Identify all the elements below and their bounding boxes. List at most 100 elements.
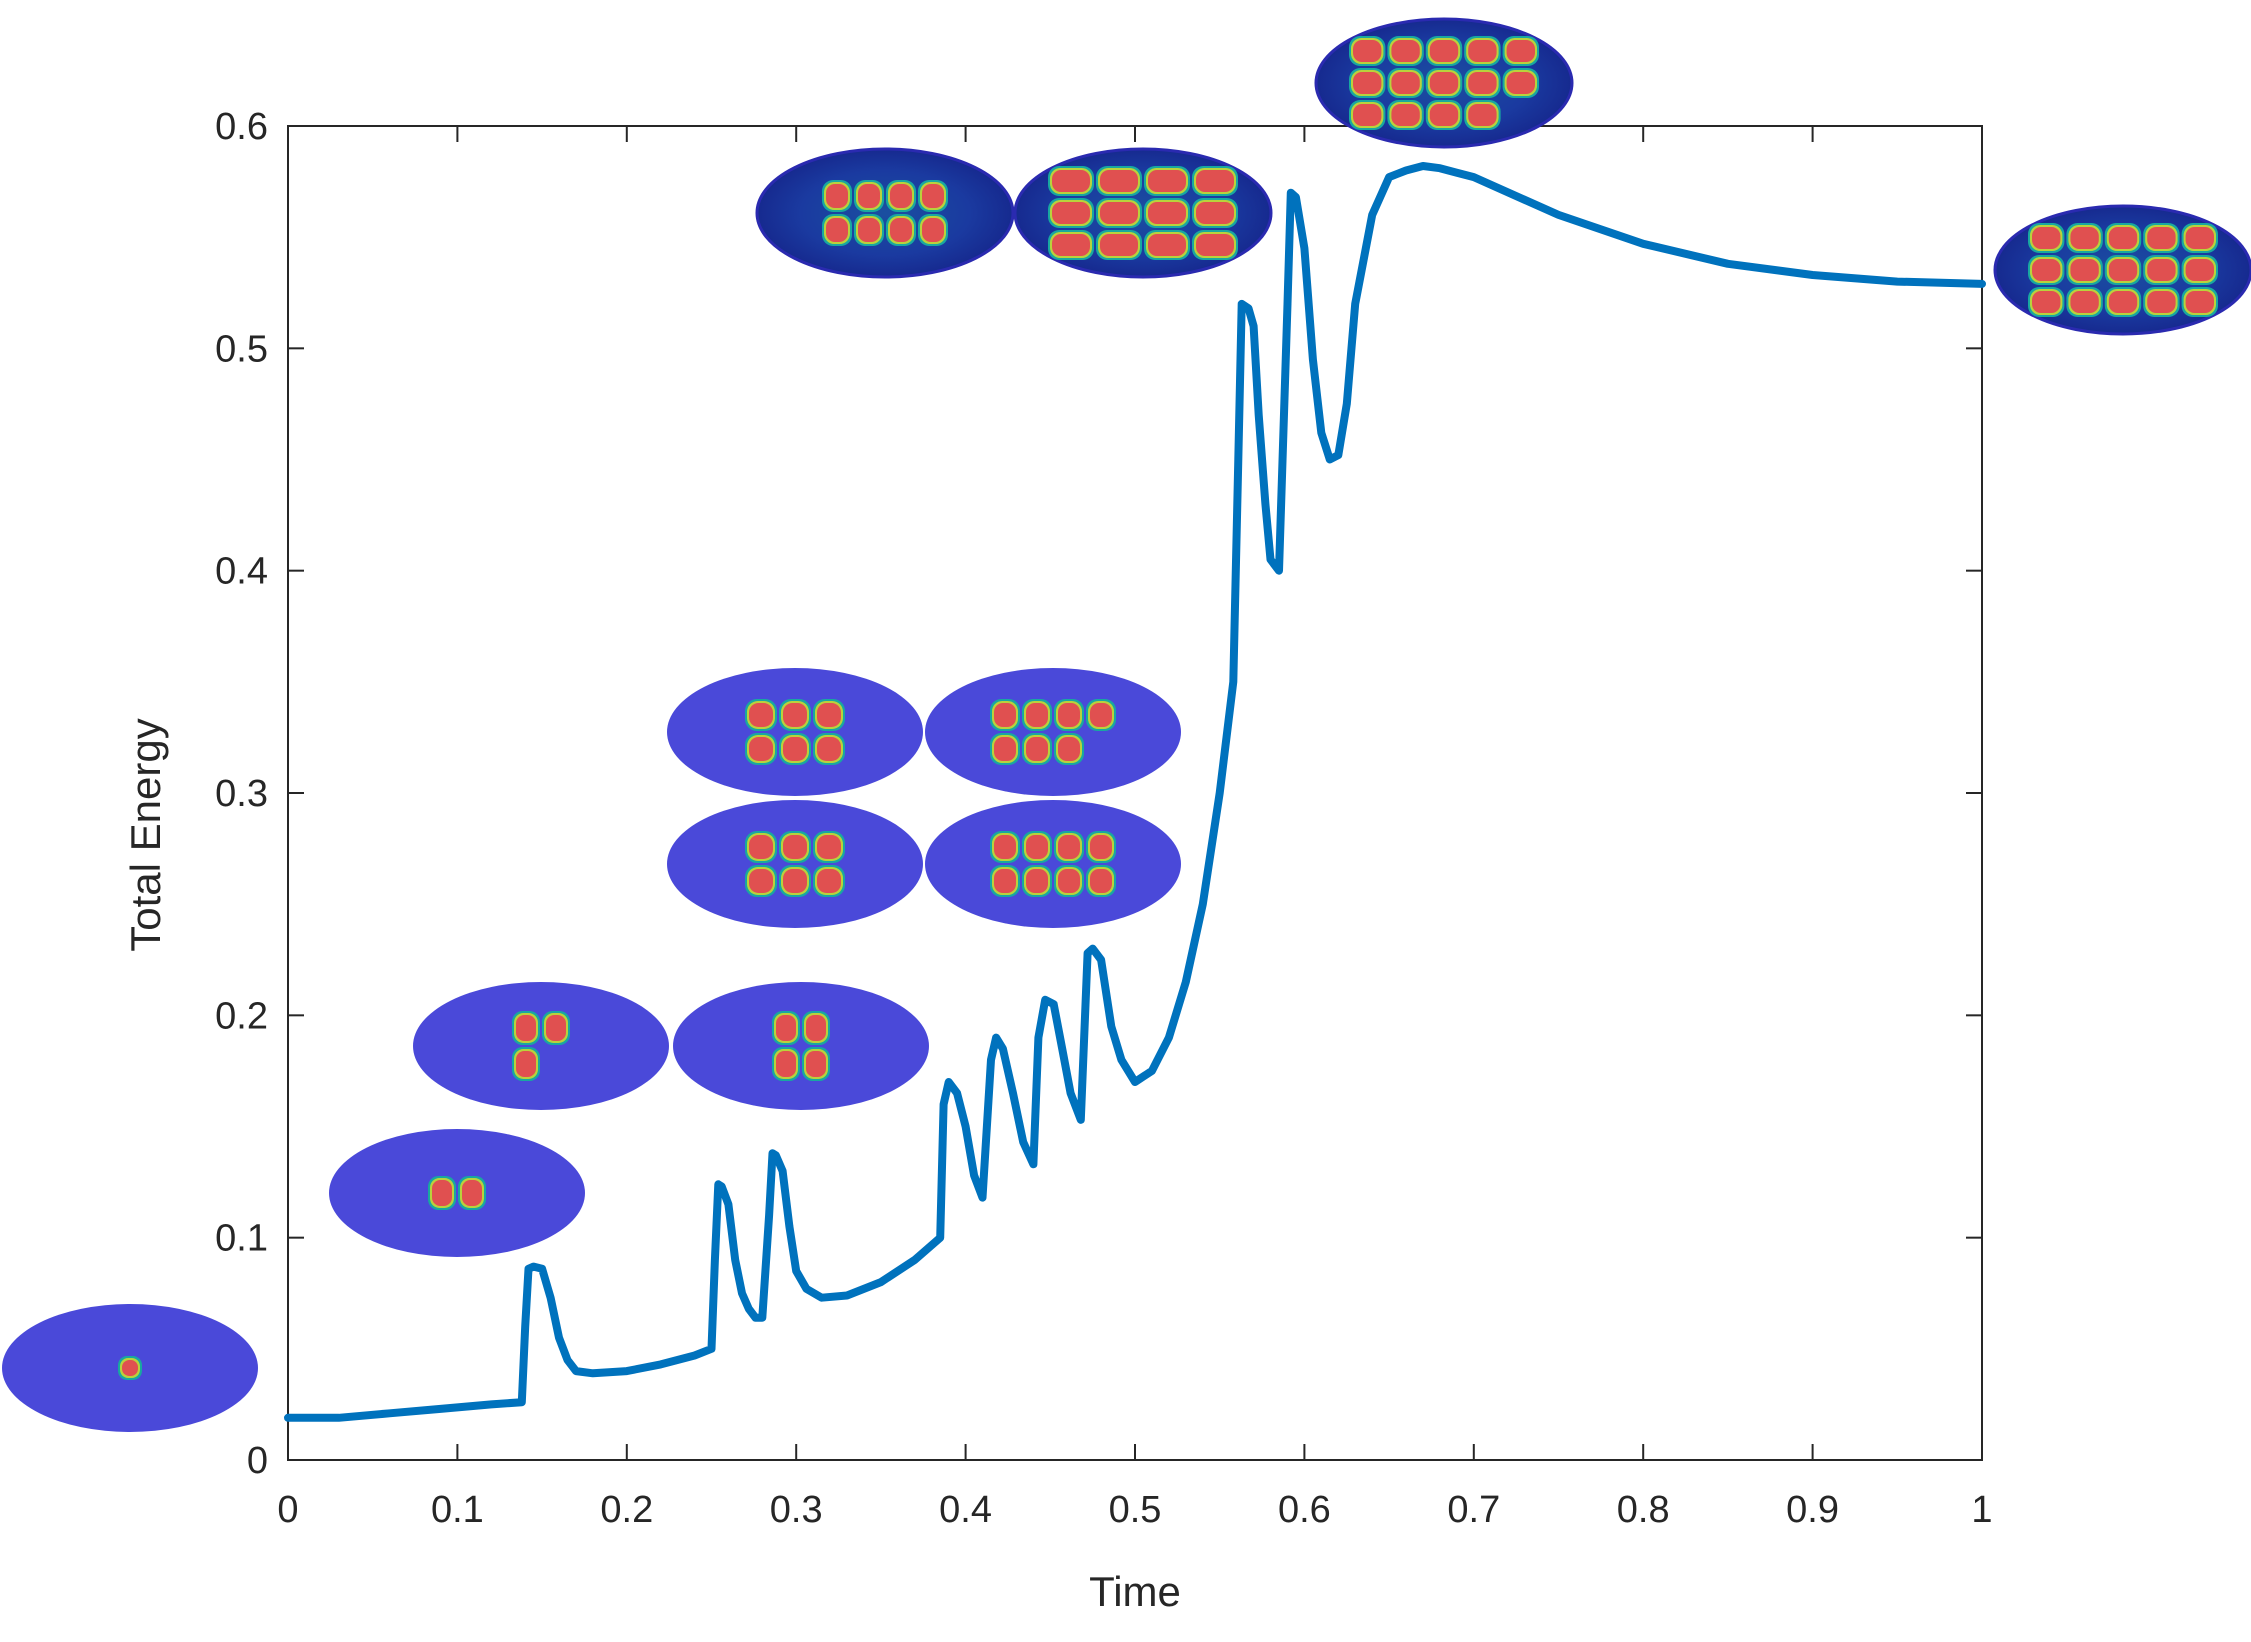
cell-body	[2147, 259, 2176, 281]
x-tick-label: 1	[1971, 1489, 1992, 1531]
x-axis-title: Time	[1089, 1568, 1181, 1615]
cell-snapshot: 8 cells (b)	[755, 147, 1015, 279]
x-tick-label: 0.5	[1109, 1489, 1162, 1531]
cell-body	[994, 835, 1016, 859]
cell-body	[922, 218, 944, 242]
cell-body	[2032, 259, 2061, 281]
cell-body	[1353, 104, 1382, 126]
cell-body	[890, 218, 912, 242]
dish-ellipse	[925, 800, 1181, 928]
cell-body	[783, 835, 807, 859]
cell-body	[2070, 227, 2099, 249]
cell-body	[2185, 259, 2214, 281]
y-tick-label: 0.1	[215, 1218, 268, 1260]
cell-snapshot: 12 cells (a)	[1013, 147, 1273, 279]
cell-body	[776, 1015, 796, 1041]
x-tick-label: 0.4	[939, 1489, 992, 1531]
cell-body	[994, 703, 1016, 727]
cell-body	[749, 869, 773, 893]
cell-body	[1429, 40, 1459, 62]
cell-body	[922, 184, 944, 208]
cell-body	[1148, 202, 1186, 224]
plot-area	[287, 125, 1983, 1461]
dish-ellipse	[667, 800, 923, 928]
cell-body	[817, 835, 841, 859]
cell-body	[2108, 291, 2138, 313]
x-tick-label: 0.2	[600, 1489, 653, 1531]
cell-body	[1058, 869, 1080, 893]
cell-snapshot: 8 cells (a)	[925, 800, 1181, 928]
cell-body	[546, 1015, 566, 1041]
cell-snapshot: 1 cell	[2, 1304, 258, 1432]
cell-body	[1196, 234, 1234, 256]
cell-body	[2108, 227, 2138, 249]
cell-body	[1148, 170, 1186, 192]
x-tick-label: 0.9	[1786, 1489, 1839, 1531]
cell-body	[2147, 291, 2176, 313]
cell-body	[2032, 291, 2061, 313]
cell-body	[1391, 72, 1420, 94]
cell-body	[1429, 104, 1459, 126]
cell-snapshot: 2 cells	[329, 1129, 585, 1257]
dish-ellipse	[667, 668, 923, 796]
cell-body	[749, 737, 773, 761]
cell-body	[1026, 703, 1048, 727]
y-axis-ticks: 0 0.1 0.2 0.3 0.4 0.5 0.6	[215, 106, 1982, 1482]
cell-body	[749, 835, 773, 859]
cell-body	[817, 703, 841, 727]
x-tick-label: 0.6	[1278, 1489, 1331, 1531]
cell-body	[1052, 170, 1090, 192]
cell-body	[1090, 703, 1112, 727]
cell-body	[783, 869, 807, 893]
cell-body	[1100, 234, 1138, 256]
cell-body	[826, 218, 848, 242]
cell-body	[1100, 170, 1138, 192]
cell-body	[1196, 170, 1234, 192]
cell-body	[1468, 72, 1497, 94]
cell-body	[826, 184, 848, 208]
cell-body	[994, 737, 1016, 761]
cell-body	[1391, 40, 1420, 62]
cell-body	[1148, 234, 1186, 256]
x-tick-label: 0.1	[431, 1489, 484, 1531]
x-axis-ticks: 0 0.1 0.2 0.3 0.4 0.5 0.6 0.7 0.8 0.9 1	[277, 126, 1993, 1531]
cell-body	[2108, 259, 2138, 281]
cell-body	[749, 703, 773, 727]
cell-body	[2070, 291, 2099, 313]
cell-body	[516, 1051, 536, 1077]
y-tick-label: 0	[247, 1440, 268, 1482]
cell-body	[2185, 227, 2214, 249]
y-tick-label: 0.6	[215, 106, 268, 148]
cell-body	[1391, 104, 1420, 126]
cell-body	[994, 869, 1016, 893]
cell-body	[783, 737, 807, 761]
cell-body	[122, 1360, 138, 1376]
cell-body	[817, 869, 841, 893]
dish-ellipse	[413, 982, 669, 1110]
cell-body	[858, 184, 880, 208]
cell-snapshot: 4 cells	[673, 982, 929, 1110]
x-tick-label: 0	[277, 1489, 298, 1531]
cell-body	[1026, 835, 1048, 859]
cell-body	[783, 703, 807, 727]
cell-body	[1468, 40, 1497, 62]
dish-ellipse	[755, 147, 1015, 279]
y-tick-label: 0.4	[215, 551, 268, 593]
cell-body	[1090, 835, 1112, 859]
x-tick-label: 0.3	[770, 1489, 823, 1531]
cell-body	[1090, 869, 1112, 893]
cell-body	[1052, 202, 1090, 224]
cell-body	[1026, 737, 1048, 761]
cell-body	[1058, 835, 1080, 859]
cell-body	[1468, 104, 1497, 126]
cell-snapshots: 1 cell 2 cells 3 cells4 cells 6 cells (a)7 …	[2, 17, 2251, 1432]
cell-snapshot: 16 cells	[1993, 204, 2251, 336]
cell-snapshot: 7 cells	[925, 668, 1181, 796]
cell-body	[1353, 72, 1382, 94]
dish-ellipse	[673, 982, 929, 1110]
cell-body	[2070, 259, 2099, 281]
y-axis-title: Total Energy	[122, 718, 169, 951]
cell-body	[890, 184, 912, 208]
cell-body	[1052, 234, 1090, 256]
